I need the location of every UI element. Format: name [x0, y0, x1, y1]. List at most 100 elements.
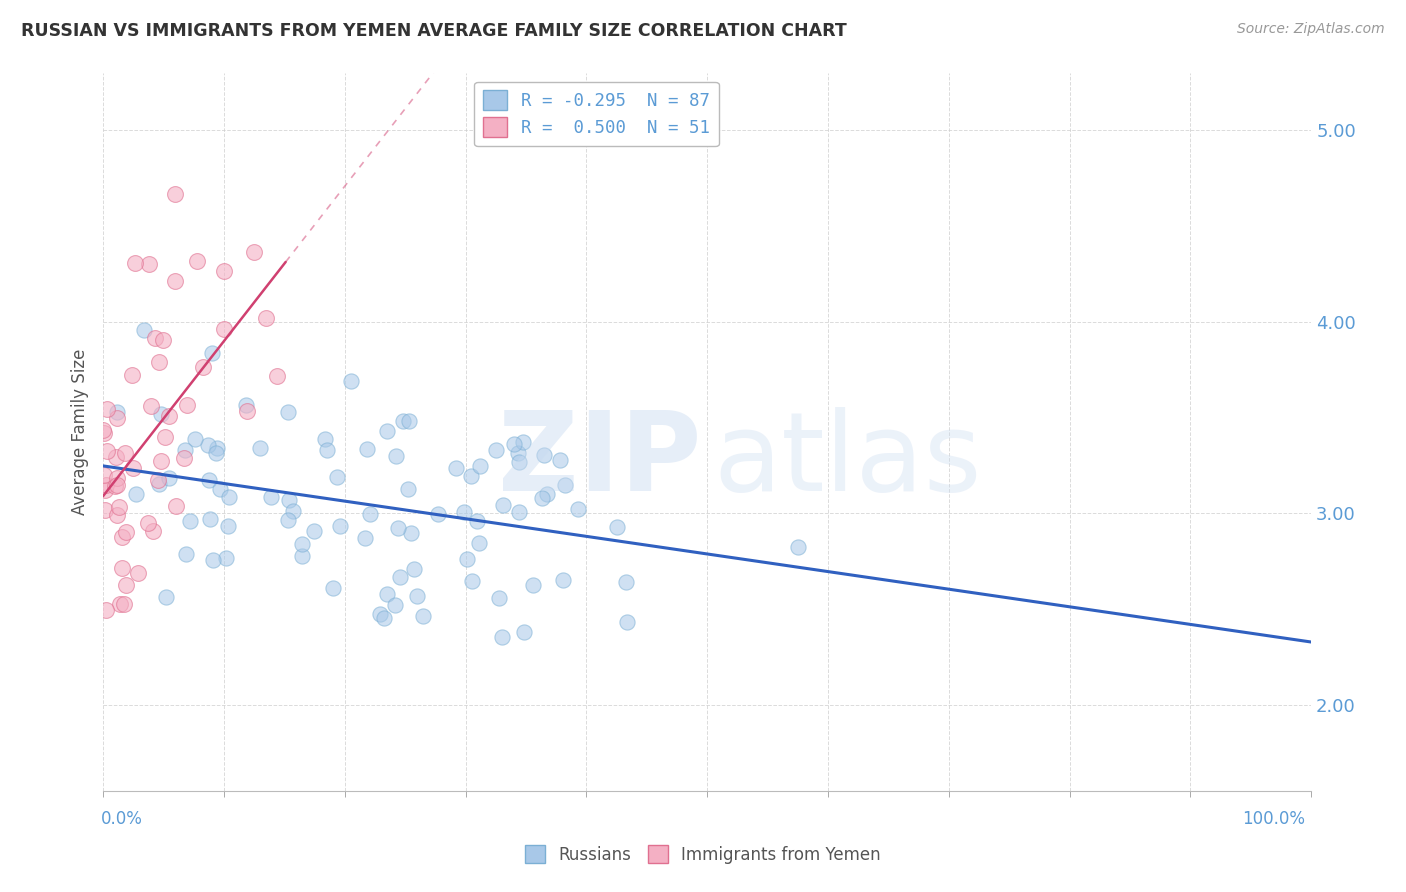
Point — [368, 607, 391, 621]
Point — [427, 507, 450, 521]
Point — [314, 432, 336, 446]
Point — [202, 552, 225, 566]
Legend: Russians, Immigrants from Yemen: Russians, Immigrants from Yemen — [519, 838, 887, 871]
Point — [398, 414, 420, 428]
Legend: R = -0.295  N = 87, R =  0.500  N = 51: R = -0.295 N = 87, R = 0.500 N = 51 — [474, 82, 718, 146]
Point — [340, 374, 363, 388]
Point — [461, 574, 484, 588]
Point — [212, 263, 235, 277]
Point — [159, 409, 181, 423]
Point — [322, 581, 344, 595]
Point — [105, 405, 128, 419]
Point — [218, 490, 240, 504]
Point — [107, 411, 129, 425]
Point — [205, 446, 228, 460]
Point — [121, 460, 143, 475]
Point — [354, 531, 377, 545]
Point — [186, 254, 208, 268]
Point — [163, 274, 186, 288]
Point — [157, 471, 180, 485]
Point — [536, 486, 558, 500]
Point — [149, 453, 172, 467]
Point — [453, 506, 475, 520]
Point — [278, 493, 301, 508]
Point — [465, 514, 488, 528]
Point — [105, 470, 128, 484]
Point — [506, 446, 529, 460]
Point — [105, 450, 128, 464]
Point — [399, 525, 422, 540]
Point — [217, 518, 239, 533]
Point — [112, 597, 135, 611]
Point — [148, 476, 170, 491]
Point — [329, 519, 352, 533]
Point — [236, 403, 259, 417]
Point — [215, 551, 238, 566]
Point — [492, 498, 515, 512]
Point — [242, 244, 264, 259]
Point — [377, 587, 399, 601]
Point — [512, 435, 534, 450]
Point — [214, 322, 236, 336]
Point — [191, 360, 214, 375]
Point — [174, 443, 197, 458]
Point — [148, 355, 170, 369]
Point — [91, 423, 114, 437]
Point — [104, 479, 127, 493]
Point — [198, 512, 221, 526]
Point — [291, 549, 314, 563]
Point — [152, 333, 174, 347]
Point — [468, 459, 491, 474]
Point — [93, 503, 115, 517]
Point — [316, 443, 339, 458]
Point — [110, 597, 132, 611]
Point — [96, 401, 118, 416]
Point — [125, 487, 148, 501]
Point — [375, 424, 398, 438]
Point — [115, 525, 138, 540]
Point — [388, 570, 411, 584]
Point — [111, 561, 134, 575]
Point — [384, 598, 406, 612]
Text: atlas: atlas — [713, 408, 981, 515]
Point — [105, 508, 128, 523]
Point — [283, 504, 305, 518]
Point — [553, 573, 575, 587]
Point — [134, 323, 156, 337]
Point — [165, 499, 187, 513]
Point — [153, 430, 176, 444]
Text: ZIP: ZIP — [498, 408, 702, 515]
Point — [201, 345, 224, 359]
Point — [197, 438, 219, 452]
Point — [249, 441, 271, 455]
Point — [513, 625, 536, 640]
Text: 0.0%: 0.0% — [101, 810, 143, 828]
Point — [384, 450, 406, 464]
Point — [165, 186, 187, 201]
Point — [508, 455, 530, 469]
Point — [107, 500, 129, 515]
Point — [567, 502, 589, 516]
Point — [554, 478, 576, 492]
Point — [359, 507, 381, 521]
Point — [444, 460, 467, 475]
Point — [143, 331, 166, 345]
Point — [254, 310, 277, 325]
Point — [96, 444, 118, 458]
Point — [266, 369, 288, 384]
Point — [146, 473, 169, 487]
Point — [606, 520, 628, 534]
Point — [616, 574, 638, 589]
Point — [124, 256, 146, 270]
Point — [235, 398, 257, 412]
Point — [326, 470, 349, 484]
Point — [373, 611, 395, 625]
Point — [531, 491, 554, 506]
Point — [260, 491, 283, 505]
Point — [291, 537, 314, 551]
Point — [176, 398, 198, 412]
Point — [488, 591, 510, 605]
Point — [356, 442, 378, 456]
Point — [412, 608, 434, 623]
Text: Source: ZipAtlas.com: Source: ZipAtlas.com — [1237, 22, 1385, 37]
